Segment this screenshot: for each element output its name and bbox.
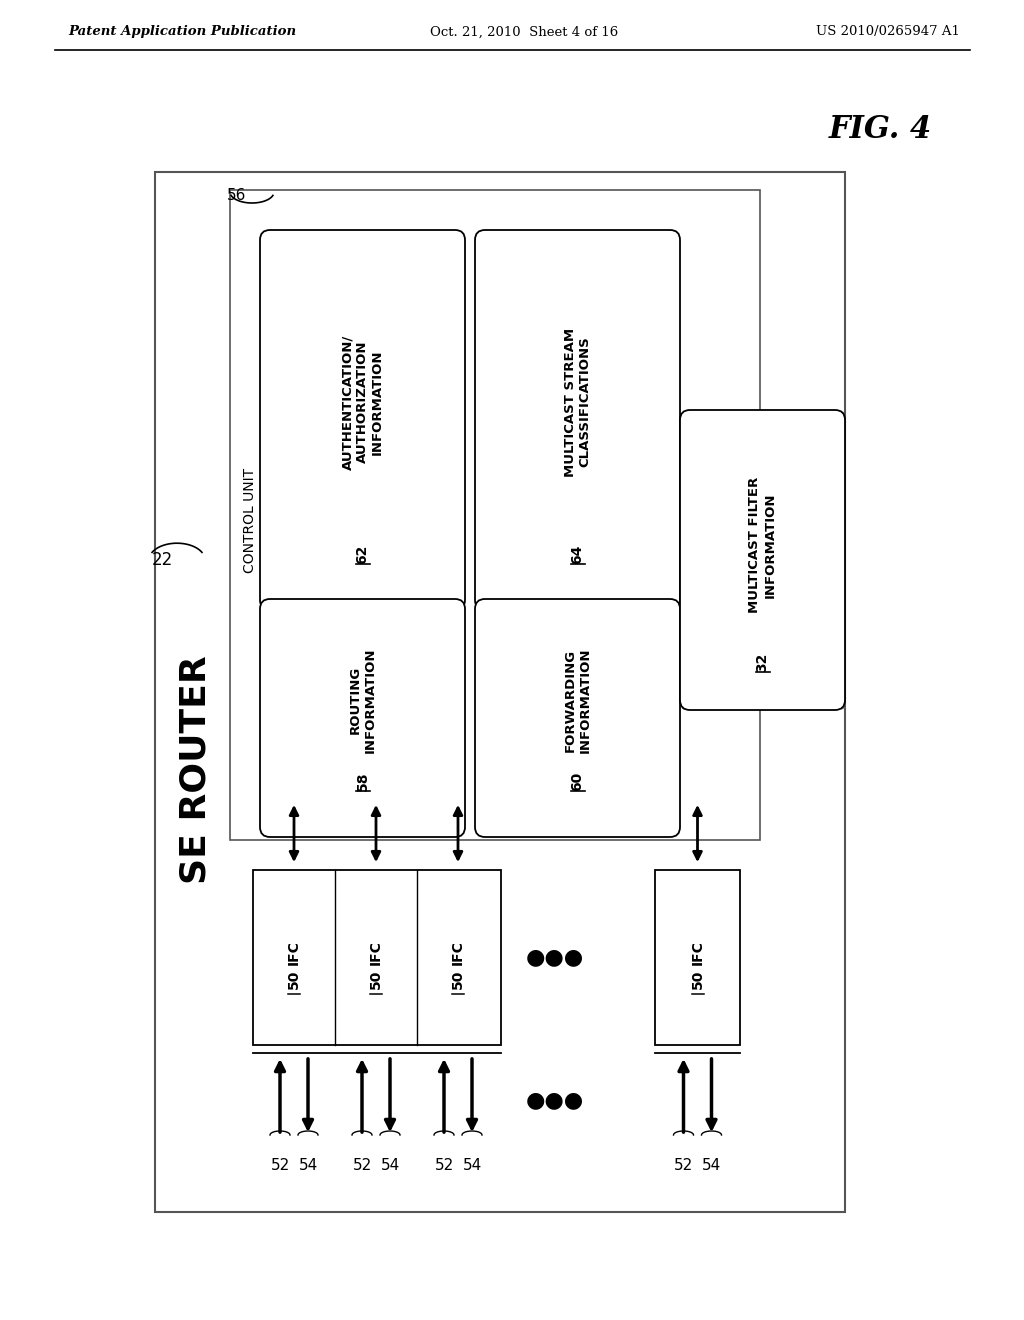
Text: 62: 62 <box>355 544 370 564</box>
Text: CONTROL UNIT: CONTROL UNIT <box>243 467 257 573</box>
Text: 54: 54 <box>380 1158 399 1173</box>
Text: IFC: IFC <box>451 940 465 965</box>
FancyBboxPatch shape <box>655 870 740 1045</box>
Text: 52: 52 <box>352 1158 372 1173</box>
Text: 50: 50 <box>369 970 383 989</box>
Text: MULTICAST STREAM
CLASSIFICATIONS: MULTICAST STREAM CLASSIFICATIONS <box>563 327 592 477</box>
FancyBboxPatch shape <box>260 230 465 610</box>
FancyBboxPatch shape <box>475 230 680 610</box>
FancyBboxPatch shape <box>253 870 501 1045</box>
Text: 64: 64 <box>570 544 585 564</box>
FancyBboxPatch shape <box>155 172 845 1212</box>
Text: IFC: IFC <box>690 940 705 965</box>
Text: 22: 22 <box>152 550 173 569</box>
FancyBboxPatch shape <box>680 411 845 710</box>
Text: 32: 32 <box>756 652 769 672</box>
Text: 54: 54 <box>463 1158 481 1173</box>
Text: ROUTING
INFORMATION: ROUTING INFORMATION <box>348 647 377 752</box>
Text: Patent Application Publication: Patent Application Publication <box>68 25 296 38</box>
Text: Oct. 21, 2010  Sheet 4 of 16: Oct. 21, 2010 Sheet 4 of 16 <box>430 25 618 38</box>
Text: 56: 56 <box>227 187 247 202</box>
Text: SE ROUTER: SE ROUTER <box>178 656 212 884</box>
Text: FIG. 4: FIG. 4 <box>828 115 932 145</box>
Text: MULTICAST FILTER
INFORMATION: MULTICAST FILTER INFORMATION <box>749 477 776 612</box>
Text: ●●●: ●●● <box>526 1090 584 1110</box>
FancyBboxPatch shape <box>230 190 760 840</box>
Text: FORWARDING
INFORMATION: FORWARDING INFORMATION <box>563 647 592 752</box>
Text: 60: 60 <box>570 771 585 791</box>
Text: US 2010/0265947 A1: US 2010/0265947 A1 <box>816 25 961 38</box>
Text: 54: 54 <box>701 1158 721 1173</box>
FancyBboxPatch shape <box>475 599 680 837</box>
FancyBboxPatch shape <box>260 599 465 837</box>
Text: IFC: IFC <box>369 940 383 965</box>
Text: 54: 54 <box>298 1158 317 1173</box>
Text: 50: 50 <box>451 970 465 989</box>
Text: 52: 52 <box>270 1158 290 1173</box>
Text: 52: 52 <box>434 1158 454 1173</box>
Text: IFC: IFC <box>287 940 301 965</box>
Text: 50: 50 <box>690 970 705 989</box>
Text: 52: 52 <box>674 1158 693 1173</box>
Text: AUTHENTICATION/
AUTHORIZATION
INFORMATION: AUTHENTICATION/ AUTHORIZATION INFORMATIO… <box>341 334 384 470</box>
Text: ●●●: ●●● <box>526 948 584 968</box>
Text: 50: 50 <box>287 970 301 989</box>
FancyBboxPatch shape <box>682 412 843 708</box>
Text: 58: 58 <box>355 771 370 791</box>
